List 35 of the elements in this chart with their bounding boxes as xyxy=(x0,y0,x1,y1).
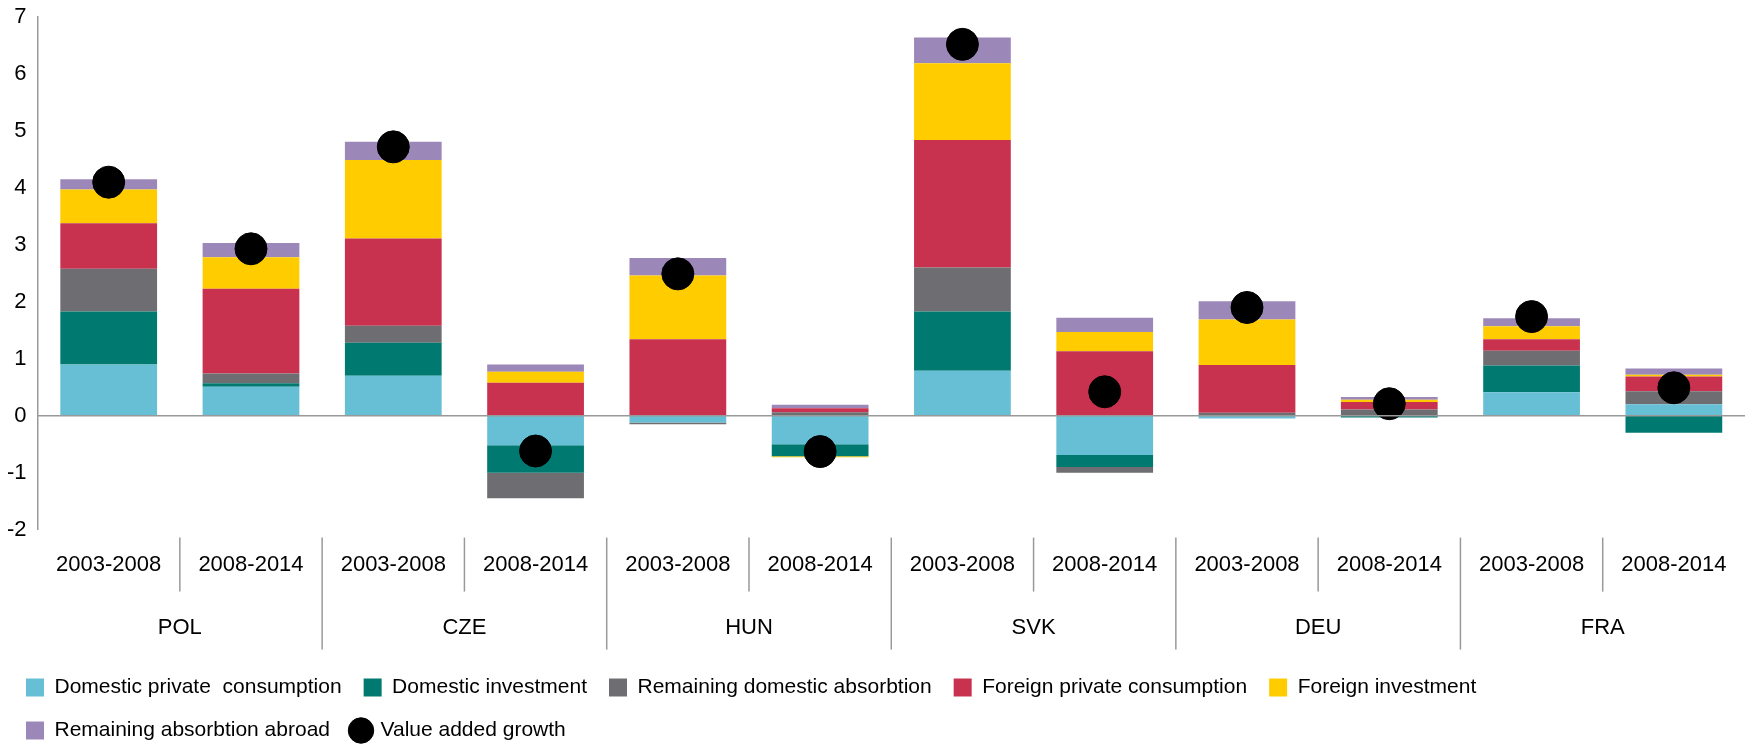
x-tick-label: 2003-2008 xyxy=(340,550,446,576)
y-tick-label: 2 xyxy=(14,287,27,313)
legend-label: Remaining absorbtion abroad xyxy=(54,717,331,741)
y-tick-label: 7 xyxy=(14,3,27,29)
text: HUN xyxy=(725,613,773,639)
x-tick-label: 2003-2008 xyxy=(1478,550,1585,576)
text: CZE xyxy=(442,613,487,639)
y-tick-label: -1 xyxy=(7,458,27,484)
x-tick-label: 2003-2008 xyxy=(909,550,1016,576)
legend-label: Remaining domestic absorbtion xyxy=(637,674,932,698)
x-tick-label: 2008-2014 xyxy=(1052,550,1158,576)
x-tick-label: 2008-2014 xyxy=(1336,550,1442,576)
x-tick-label: 2008-2014 xyxy=(198,550,304,576)
y-tick-label: 3 xyxy=(14,230,27,256)
y-tick-label: 6 xyxy=(14,60,27,86)
x-tick-label: 2008-2014 xyxy=(482,550,589,576)
legend-label: Domestic investment xyxy=(392,674,588,698)
x-tick-label: 2003-2008 xyxy=(56,550,162,576)
text: POL xyxy=(157,613,202,639)
y-tick-label: 1 xyxy=(14,344,27,370)
y-tick-label: 0 xyxy=(14,401,27,427)
legend-label: Domestic private consumption xyxy=(54,674,342,698)
legend-label: Foreign investment xyxy=(1297,674,1477,698)
text: SVK xyxy=(1011,613,1056,639)
x-tick-label: 2003-2008 xyxy=(1194,550,1300,576)
y-tick-label: -2 xyxy=(7,515,27,541)
y-tick-label: 5 xyxy=(14,116,27,142)
x-tick-label: 2008-2014 xyxy=(1621,550,1727,576)
x-tick-label: 2003-2008 xyxy=(625,550,731,576)
y-tick-label: 4 xyxy=(14,173,27,199)
text: FRA xyxy=(1580,613,1626,639)
legend-label: Value added growth xyxy=(380,717,566,741)
legend-label: Foreign private consumption xyxy=(982,674,1248,698)
text: DEU xyxy=(1294,613,1342,639)
x-tick-label: 2008-2014 xyxy=(767,550,873,576)
